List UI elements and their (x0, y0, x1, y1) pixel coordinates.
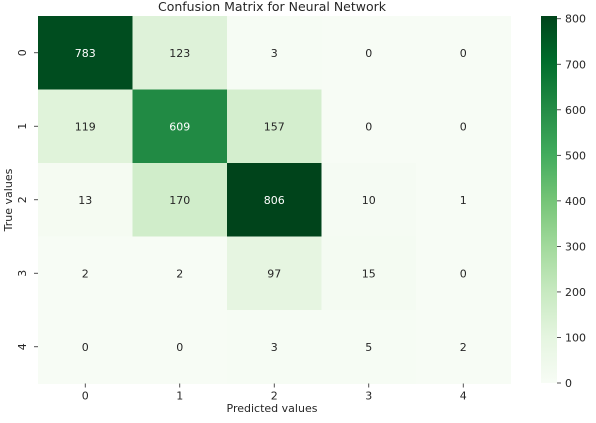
cell-value-label: 0 (460, 267, 467, 280)
cell-value-label: 2 (82, 267, 89, 280)
heatmap-cell (132, 163, 228, 237)
cell-value-label: 2 (176, 267, 183, 280)
cell-value-label: 0 (176, 341, 183, 354)
cell-value-label: 3 (271, 341, 278, 354)
heatmap-cell (227, 16, 322, 90)
heatmap-cell (321, 310, 417, 384)
colorbar-ticks: 0 100 200 300 400 500 600 700 800 (557, 13, 586, 390)
colorbar-tick-label: 0 (565, 377, 572, 390)
y-tick-label: 1 (16, 123, 29, 130)
cell-value-label: 1 (460, 194, 467, 207)
cell-value-label: 609 (169, 120, 190, 133)
colorbar-tick-label: 200 (565, 286, 586, 299)
x-axis-label: Predicted values (227, 402, 318, 415)
heatmap-cell (38, 163, 133, 237)
cell-value-label: 15 (362, 267, 376, 280)
heatmap-cell (38, 310, 133, 384)
y-tick-label: 2 (16, 196, 29, 203)
heatmap-cell (416, 89, 511, 164)
x-tick-label: 1 (176, 390, 183, 403)
colorbar-tick-label: 600 (565, 104, 586, 117)
cell-value-label: 97 (267, 267, 281, 280)
cell-value-labels: 783 123 3 0 0 119 609 157 0 0 13 170 806 10 1 2 2 97 15 0 0 0… (75, 47, 467, 354)
cell-value-label: 0 (460, 47, 467, 60)
cell-value-label: 170 (169, 194, 190, 207)
cell-value-label: 157 (264, 120, 285, 133)
heatmap-cell (321, 89, 417, 164)
x-tick-label: 3 (365, 390, 372, 403)
heatmap-cell (416, 310, 511, 384)
heatmap-cell (38, 16, 133, 90)
heatmap-cell (321, 163, 417, 237)
heatmap-cells (38, 16, 511, 384)
heatmap-cell (132, 310, 228, 384)
cell-value-label: 5 (365, 341, 372, 354)
heatmap-cell (227, 236, 322, 311)
chart-title: Confusion Matrix for Neural Network (158, 0, 387, 14)
heatmap-cell (227, 163, 322, 237)
heatmap-cell (132, 16, 228, 90)
heatmap-cell (416, 236, 511, 311)
cell-value-label: 806 (264, 194, 285, 207)
heatmap-cell (38, 89, 133, 164)
cell-value-label: 0 (82, 341, 89, 354)
heatmap-cell (132, 89, 228, 164)
colorbar-tick-label: 500 (565, 149, 586, 162)
colorbar-tick-label: 300 (565, 240, 586, 253)
cell-value-label: 3 (271, 47, 278, 60)
cell-value-label: 0 (460, 120, 467, 133)
colorbar-tick-label: 700 (565, 58, 586, 71)
y-axis-label: True values (2, 168, 15, 232)
heatmap-cell (227, 89, 322, 164)
cell-value-label: 783 (75, 47, 96, 60)
y-tick-label: 4 (16, 343, 29, 350)
cell-value-label: 119 (75, 120, 96, 133)
x-tick-label: 4 (460, 390, 467, 403)
heatmap-cell (38, 236, 133, 311)
colorbar-tick-label: 100 (565, 331, 586, 344)
y-tick-label: 3 (16, 270, 29, 277)
y-axis-ticks: 0 1 2 3 4 (16, 49, 38, 350)
y-tick-label: 0 (16, 49, 29, 56)
x-tick-label: 2 (271, 390, 278, 403)
x-tick-label: 0 (82, 390, 89, 403)
colorbar: 0 100 200 300 400 500 600 700 800 (541, 13, 586, 390)
cell-value-label: 2 (460, 341, 467, 354)
cell-value-label: 0 (365, 120, 372, 133)
heatmap-cell (132, 236, 228, 311)
x-axis-ticks: 0 1 2 3 4 (82, 383, 467, 403)
cell-value-label: 13 (78, 194, 92, 207)
heatmap-cell (321, 236, 417, 311)
colorbar-tick-label: 800 (565, 13, 586, 26)
heatmap-cell (227, 310, 322, 384)
heatmap-cell (416, 16, 511, 90)
colorbar-gradient (541, 16, 557, 383)
colorbar-tick-label: 400 (565, 195, 586, 208)
heatmap-cell (416, 163, 511, 237)
heatmap-cell (321, 16, 417, 90)
cell-value-label: 123 (169, 47, 190, 60)
cell-value-label: 10 (362, 194, 376, 207)
cell-value-label: 0 (365, 47, 372, 60)
